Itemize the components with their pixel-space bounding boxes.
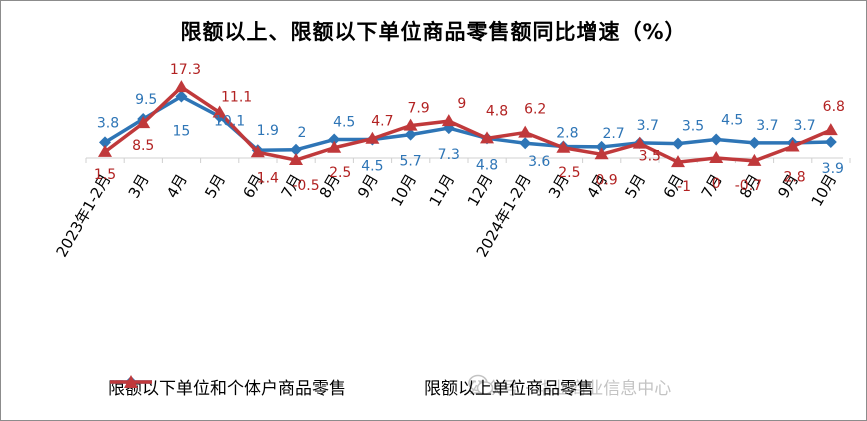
data-label-below-limit: 2.7 bbox=[602, 126, 624, 142]
x-tick-label: 4月 bbox=[163, 171, 191, 201]
data-point-above-limit bbox=[480, 131, 494, 144]
data-point-below-limit bbox=[442, 122, 455, 135]
data-label-above-limit: 8.5 bbox=[132, 138, 154, 154]
x-tick-label: 3月 bbox=[125, 171, 153, 201]
data-label-above-limit: 3.5 bbox=[639, 149, 661, 165]
data-point-above-limit bbox=[518, 125, 533, 138]
data-label-below-limit: 10.1 bbox=[214, 114, 245, 130]
data-label-below-limit: 4.5 bbox=[361, 159, 383, 175]
data-label-below-limit: 5.7 bbox=[399, 154, 421, 170]
data-label-below-limit: 3.7 bbox=[793, 118, 815, 134]
data-label-above-limit: -0.7 bbox=[735, 178, 762, 194]
data-label-above-limit: 7.9 bbox=[407, 101, 429, 117]
data-point-above-limit bbox=[403, 118, 418, 131]
watermark: 公众号 · 华业商业信息中心 bbox=[468, 374, 671, 399]
data-point-above-limit bbox=[365, 131, 380, 144]
data-label-above-limit: 6.2 bbox=[524, 102, 546, 118]
data-label-below-limit: 1.9 bbox=[257, 123, 279, 139]
data-point-below-limit bbox=[99, 136, 111, 149]
data-label-above-limit: 11.1 bbox=[221, 89, 252, 105]
data-point-above-limit bbox=[556, 140, 571, 153]
data-label-above-limit: 1.4 bbox=[257, 170, 279, 186]
data-label-below-limit: 2 bbox=[298, 125, 307, 141]
data-label-above-limit: -0.5 bbox=[292, 178, 319, 194]
data-point-above-limit bbox=[594, 147, 609, 160]
data-point-below-limit bbox=[710, 133, 723, 146]
data-label-below-limit: 3.5 bbox=[682, 119, 704, 135]
legend-label-above-limit: 限额以上单位商品零售 bbox=[424, 378, 594, 399]
data-point-above-limit bbox=[289, 153, 303, 166]
data-label-above-limit: 6.8 bbox=[823, 99, 845, 115]
data-label-below-limit: 2.8 bbox=[556, 126, 578, 142]
data-label-below-limit: 3.7 bbox=[637, 118, 659, 134]
legend-label-below-limit: 限额以下单位和个体户商品零售 bbox=[108, 378, 346, 399]
x-tick-label: 11月 bbox=[426, 171, 459, 210]
data-label-above-limit: 17.3 bbox=[170, 62, 201, 78]
data-label-below-limit: 3.8 bbox=[97, 115, 119, 131]
wechat-icon bbox=[468, 374, 494, 395]
data-point-below-limit bbox=[824, 136, 837, 149]
data-point-above-limit bbox=[441, 114, 456, 127]
data-label-above-limit: 0 bbox=[712, 176, 721, 192]
data-label-below-limit: 9.5 bbox=[135, 92, 157, 108]
data-point-below-limit bbox=[404, 128, 417, 141]
x-tick-label: 5月 bbox=[201, 171, 229, 201]
data-label-above-limit: 0.9 bbox=[595, 172, 617, 188]
data-point-above-limit bbox=[327, 140, 342, 153]
data-label-above-limit: 1.5 bbox=[94, 167, 116, 183]
data-label-below-limit: 4.5 bbox=[721, 113, 743, 129]
x-tick-label: 10月 bbox=[387, 171, 420, 210]
data-label-below-limit: 3.6 bbox=[528, 154, 550, 170]
chart-legend: 限额以下单位和个体户商品零售 限额以上单位商品零售 bbox=[108, 372, 610, 400]
data-label-above-limit: 2.5 bbox=[558, 165, 580, 181]
data-label-above-limit: -1 bbox=[677, 179, 691, 195]
data-label-below-limit: 4.8 bbox=[476, 157, 498, 173]
data-point-above-limit bbox=[671, 155, 685, 168]
data-label-above-limit: 9 bbox=[457, 96, 466, 112]
data-label-above-limit: 4.8 bbox=[486, 103, 508, 119]
watermark-text: 公众号 · 华业商业信息中心 bbox=[468, 379, 672, 399]
data-point-above-limit bbox=[212, 105, 227, 118]
data-point-below-limit bbox=[672, 137, 684, 150]
data-point-below-limit bbox=[328, 133, 341, 146]
data-point-below-limit bbox=[519, 137, 532, 150]
data-label-above-limit: 4.7 bbox=[371, 114, 393, 130]
data-label-below-limit: 4.5 bbox=[333, 115, 355, 131]
data-point-above-limit bbox=[785, 139, 800, 152]
data-point-above-limit bbox=[250, 145, 265, 158]
chart-title: 限额以上、限额以下单位商品零售额同比增速（%） bbox=[180, 20, 687, 44]
data-point-below-limit bbox=[290, 143, 302, 156]
series-line-above-limit bbox=[103, 85, 832, 164]
data-point-below-limit bbox=[748, 136, 761, 149]
x-tick-label: 9月 bbox=[354, 171, 382, 201]
data-label-below-limit: 15 bbox=[172, 124, 190, 140]
data-point-above-limit bbox=[174, 80, 189, 93]
data-label-below-limit: 7.3 bbox=[438, 147, 460, 163]
data-point-above-limit bbox=[709, 151, 724, 163]
data-point-above-limit bbox=[747, 153, 762, 166]
data-point-above-limit bbox=[136, 116, 151, 129]
x-tick-label: 12月 bbox=[464, 171, 497, 210]
x-tick-label: 5月 bbox=[621, 171, 649, 201]
data-label-below-limit: 3.9 bbox=[822, 161, 844, 177]
data-point-above-limit bbox=[823, 123, 838, 136]
legend-item-above-limit: 限额以上单位商品零售 bbox=[110, 374, 594, 399]
data-label-below-limit: 3.7 bbox=[756, 118, 778, 134]
data-point-above-limit bbox=[98, 144, 112, 157]
series-line-below-limit bbox=[104, 94, 831, 152]
data-label-above-limit: 2.8 bbox=[783, 170, 805, 186]
data-point-below-limit bbox=[595, 140, 608, 153]
legend-triangle-swatch bbox=[110, 375, 152, 388]
data-point-above-limit bbox=[632, 136, 647, 149]
data-point-below-limit bbox=[175, 90, 188, 103]
data-label-above-limit: 2.5 bbox=[329, 165, 351, 181]
x-tick-label: 2023年1-2月 bbox=[53, 171, 115, 260]
